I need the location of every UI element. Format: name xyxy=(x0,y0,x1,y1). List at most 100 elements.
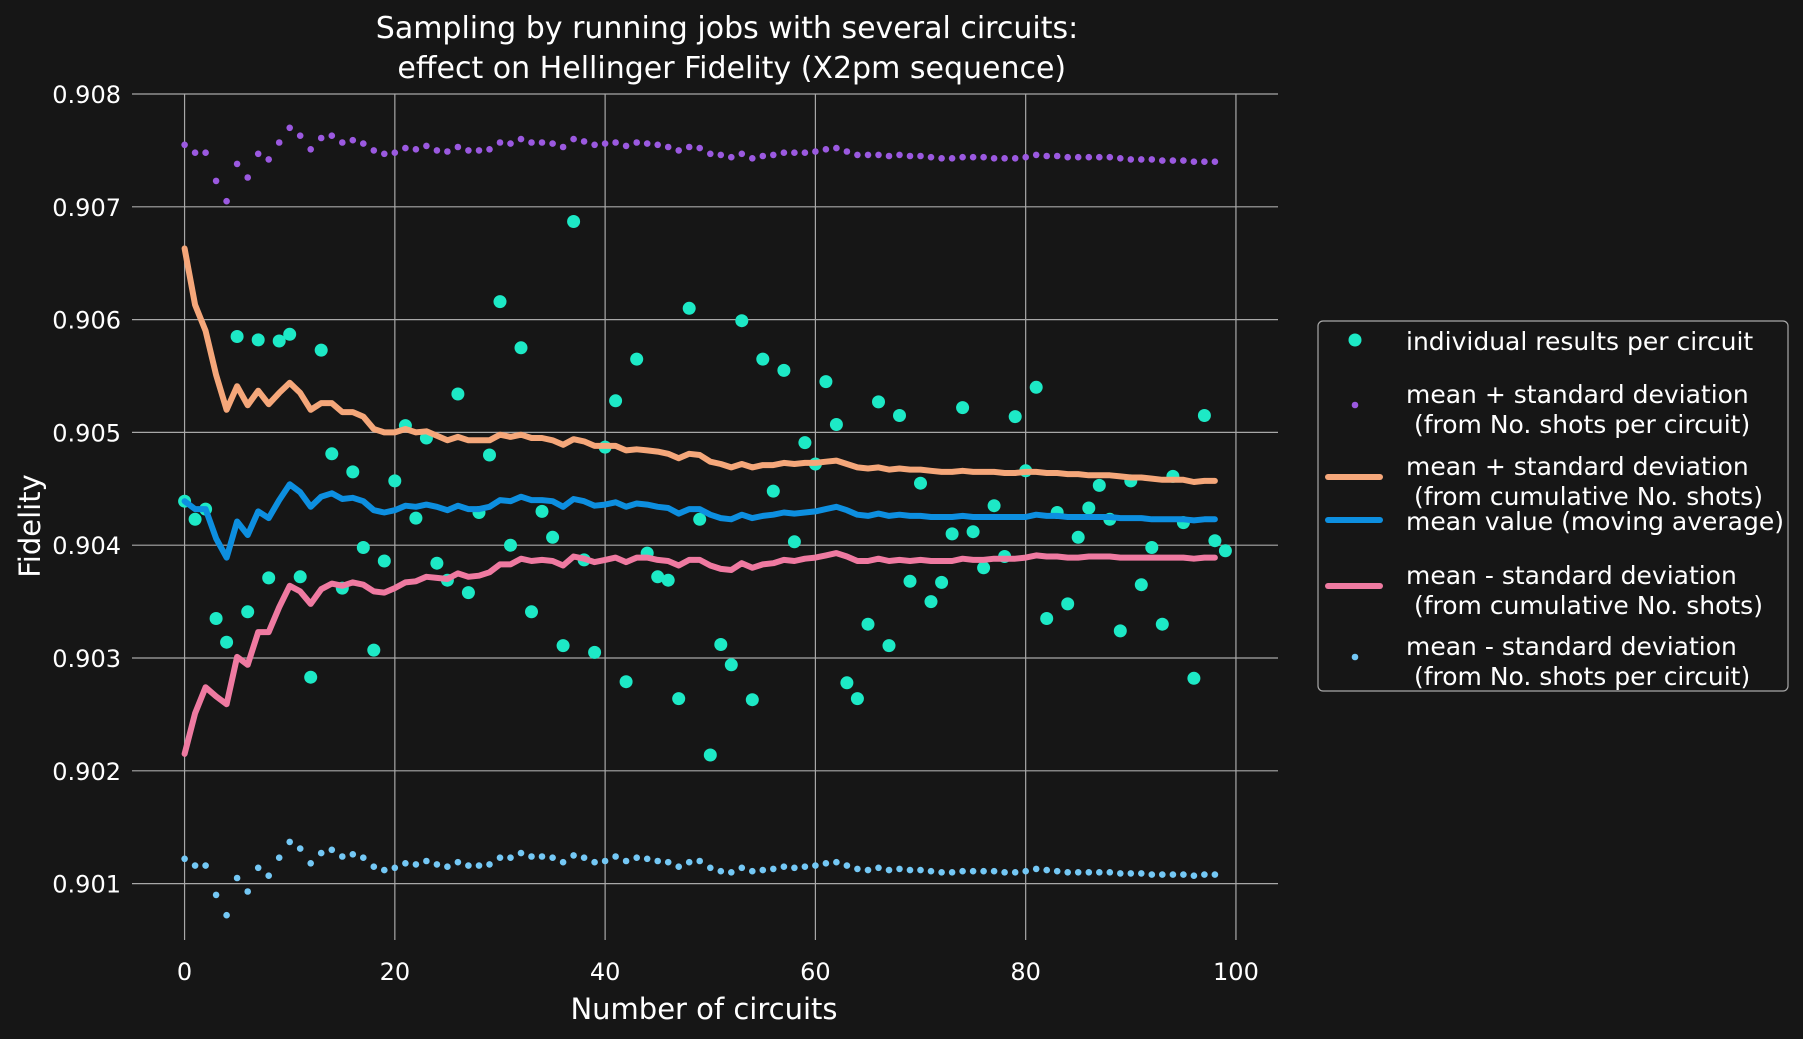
data-point-small xyxy=(1001,155,1008,162)
data-point-small xyxy=(875,151,882,159)
data-point-small xyxy=(1053,867,1061,875)
data-point xyxy=(819,375,833,389)
data-point xyxy=(724,658,738,672)
legend-label-mean_value: mean value (moving average) xyxy=(1406,507,1784,536)
data-point-small xyxy=(349,851,357,858)
data-point xyxy=(1113,624,1127,638)
data-point-small xyxy=(286,838,294,846)
data-point-small xyxy=(917,866,924,874)
data-point-small xyxy=(780,149,788,156)
data-point xyxy=(1218,544,1232,558)
legend-label-mean_plus_std_cumulative: mean + standard deviation xyxy=(1406,452,1749,481)
data-point xyxy=(735,314,749,328)
data-point-small xyxy=(517,135,525,143)
data-point xyxy=(314,343,328,357)
data-point xyxy=(1155,617,1169,631)
x-tick-label: 60 xyxy=(800,958,831,986)
data-point-small xyxy=(749,867,756,875)
data-point xyxy=(283,327,297,341)
data-point-small xyxy=(885,152,893,160)
data-point xyxy=(756,352,770,366)
data-point-small xyxy=(1032,865,1040,873)
data-point-small xyxy=(402,860,409,867)
data-point-small xyxy=(664,858,672,866)
data-point-small xyxy=(885,866,893,874)
data-point-small xyxy=(959,153,966,161)
data-point xyxy=(829,418,843,431)
data-point xyxy=(914,476,927,490)
data-point-small xyxy=(307,146,315,153)
legend-label-mean_minus_std_cumulative: mean - standard deviation xyxy=(1406,561,1737,590)
data-point-small xyxy=(1064,869,1071,876)
data-point xyxy=(714,638,728,651)
data-point xyxy=(987,499,1001,513)
data-point xyxy=(787,535,801,549)
legend-label-mean_minus_std_cumulative: (from cumulative No. shots) xyxy=(1406,591,1763,620)
data-point-small xyxy=(980,867,987,875)
data-point xyxy=(1082,501,1096,515)
data-point-small xyxy=(317,849,325,857)
data-point xyxy=(451,387,465,401)
legend-label-mean_minus_std_per_circuit: (from No. shots per circuit) xyxy=(1406,662,1750,691)
data-point-small xyxy=(202,149,209,156)
data-point xyxy=(945,527,959,541)
data-point-small xyxy=(570,852,577,859)
data-point-small xyxy=(812,862,819,869)
data-point-small xyxy=(223,911,230,919)
data-point-small xyxy=(980,153,987,161)
data-point-small xyxy=(570,135,577,143)
data-point-small xyxy=(591,141,598,149)
data-point-small xyxy=(1148,871,1156,878)
data-point-small xyxy=(465,147,472,154)
data-point xyxy=(220,635,234,649)
data-point-small xyxy=(370,863,378,870)
data-point-small xyxy=(969,867,977,875)
data-point-small xyxy=(1211,158,1219,165)
data-point-small xyxy=(959,867,966,875)
data-point-small xyxy=(643,855,651,863)
data-point-small xyxy=(317,134,325,142)
data-point xyxy=(209,612,223,625)
data-point-small xyxy=(1190,158,1198,165)
data-point-small xyxy=(770,865,777,873)
data-point-small xyxy=(349,136,357,144)
data-point-small xyxy=(1117,155,1124,162)
data-point-small xyxy=(528,139,535,146)
data-point-small xyxy=(1043,152,1050,160)
data-point-small xyxy=(486,861,493,868)
data-point-small xyxy=(549,140,556,147)
data-point xyxy=(251,333,265,347)
data-point xyxy=(798,436,812,450)
data-point xyxy=(651,570,665,584)
data-point-small xyxy=(990,155,998,162)
data-point-small xyxy=(475,147,483,154)
grid-lines xyxy=(132,93,1278,940)
data-point xyxy=(777,363,791,377)
data-point-small xyxy=(444,148,451,155)
data-point xyxy=(924,595,938,609)
data-point-small xyxy=(339,139,346,146)
data-point-small xyxy=(717,151,725,159)
data-point-small xyxy=(1064,153,1071,161)
data-point-small xyxy=(749,155,756,162)
data-point-small xyxy=(538,853,546,860)
data-point-small xyxy=(412,146,420,153)
y-tick-label: 0.903 xyxy=(52,645,121,673)
data-point-small xyxy=(507,854,514,861)
data-point-small xyxy=(822,146,830,153)
data-point-small xyxy=(696,144,703,152)
data-point-small xyxy=(864,866,872,874)
data-point-small xyxy=(685,858,693,866)
data-point-small xyxy=(622,857,630,865)
data-point xyxy=(882,639,896,653)
y-tick-label: 0.906 xyxy=(52,307,121,335)
data-point-small xyxy=(1159,871,1166,878)
data-point-small xyxy=(307,860,315,867)
data-point-small xyxy=(244,888,251,895)
data-point-small xyxy=(1053,152,1061,160)
data-point-small xyxy=(391,149,399,156)
data-point xyxy=(567,215,581,228)
data-point-small xyxy=(339,853,346,860)
data-point-small xyxy=(833,858,840,866)
data-point xyxy=(409,511,423,525)
